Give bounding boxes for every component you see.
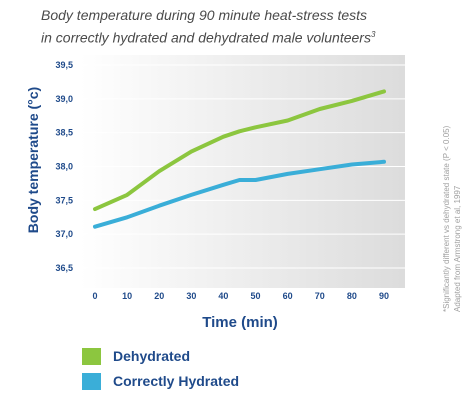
legend-swatch-correctly-hydrated: [82, 372, 101, 390]
legend-item-dehydrated: Dehydrated: [82, 346, 190, 366]
legend-item-correctly-hydrated: Correctly Hydrated: [82, 371, 239, 391]
plot-area: [80, 55, 405, 288]
series-line-correctly-hydrated: [93, 159, 386, 229]
y-tick-label: 39,0: [55, 94, 73, 104]
chart-title-line-1: Body temperature during 90 minute heat-s…: [41, 7, 368, 23]
y-tick-label: 37,0: [55, 229, 73, 239]
series-lines: [93, 89, 386, 229]
y-axis-label: Body temperature (°c): [25, 87, 41, 233]
x-tick-labels: 0 10 20 30 40 50 60 70 80 90: [92, 291, 389, 301]
x-tick-label: 0: [92, 291, 97, 301]
y-tick-label: 38,5: [55, 128, 73, 138]
chart-title-line-2-text: in correctly hydrated and dehydrated mal…: [41, 29, 371, 46]
gridlines: [80, 64, 405, 269]
chart-title: Body temperature during 90 minute heat-s…: [41, 6, 441, 48]
x-tick-label: 70: [315, 291, 325, 301]
y-tick-label: 37,5: [55, 195, 73, 205]
y-tick-labels: 36,5 37,0 37,5 38,0 38,5 39,0 39,5: [55, 60, 73, 273]
significance-note: *Significantly different vs dehydrated s…: [442, 125, 451, 312]
source-note: Adapted from Armstrong et al, 1997: [453, 185, 462, 312]
series-line-dehydrated: [93, 89, 386, 212]
x-tick-label: 60: [283, 291, 293, 301]
legend-label-correctly-hydrated: Correctly Hydrated: [113, 373, 240, 389]
footnote-marker: 3: [370, 30, 376, 39]
x-tick-label: 50: [251, 291, 261, 301]
y-tick-label: 39,5: [55, 60, 73, 70]
legend-label-dehydrated: Dehydrated: [113, 348, 191, 364]
x-tick-label: 30: [186, 291, 196, 301]
x-tick-label: 80: [347, 291, 357, 301]
x-axis-label: Time (min): [202, 314, 278, 331]
y-tick-label: 36,5: [55, 263, 73, 273]
y-tick-label: 38,0: [55, 162, 73, 172]
legend-swatch-dehydrated: [82, 347, 101, 365]
x-tick-label: 20: [154, 291, 164, 301]
side-note: *Significantly different vs dehydrated s…: [441, 62, 467, 312]
x-tick-label: 90: [379, 291, 389, 301]
x-tick-label: 40: [218, 291, 228, 301]
chart-title-line-2: in correctly hydrated and dehydrated mal…: [41, 25, 441, 48]
x-tick-label: 10: [122, 291, 132, 301]
